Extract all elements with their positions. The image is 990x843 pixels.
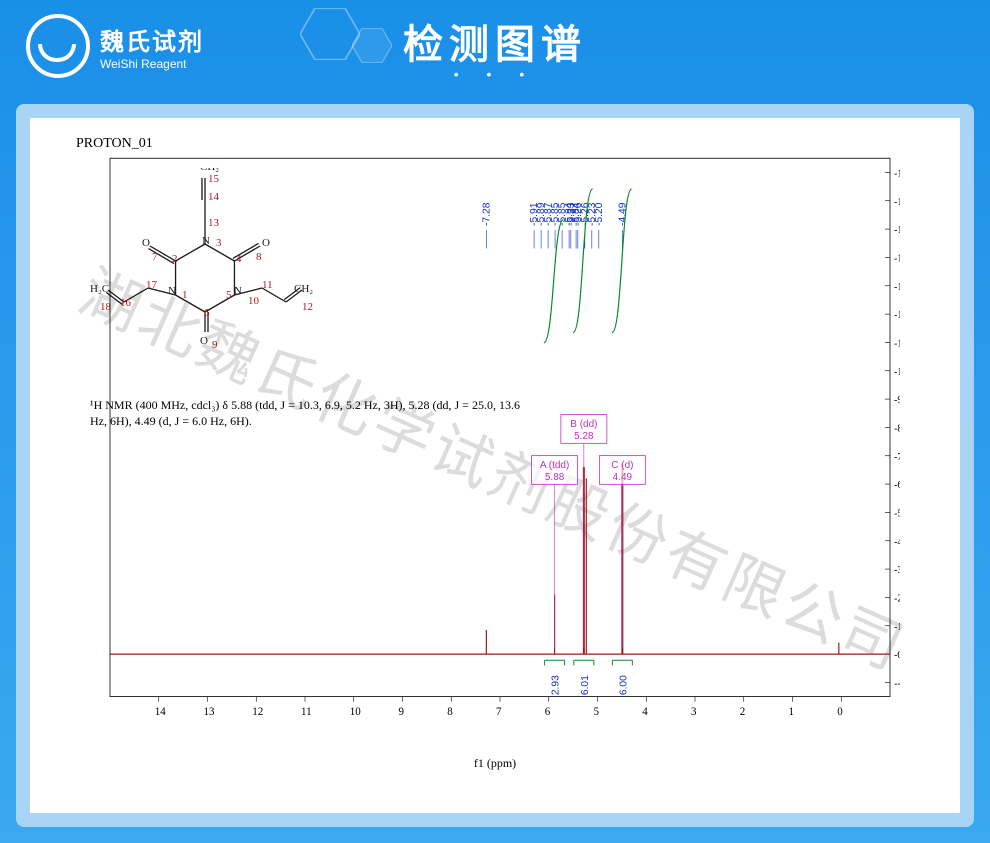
svg-text:11: 11 [301, 706, 312, 718]
svg-text:4.49: 4.49 [613, 472, 633, 483]
svg-text:12: 12 [252, 706, 263, 718]
header: 魏氏试剂 WeiShi Reagent 检测图谱 • • • [0, 0, 990, 90]
svg-text:-1200: -1200 [894, 310, 900, 321]
svg-text:10: 10 [350, 706, 361, 718]
svg-text:-200: -200 [894, 593, 900, 604]
svg-text:A (tdd): A (tdd) [540, 460, 569, 471]
nmr-plot: --100 -0 -100 -200 -300 -400 -500 -600 -700 -800 -… [70, 148, 900, 753]
page: 魏氏试剂 WeiShi Reagent 检测图谱 • • • 湖北魏氏化学试剂股… [0, 0, 990, 843]
svg-text:-5.20: -5.20 [594, 202, 605, 226]
svg-text:-1000: -1000 [894, 367, 900, 378]
svg-text:7: 7 [496, 706, 502, 718]
svg-text:5.28: 5.28 [574, 431, 594, 442]
svg-text:14: 14 [155, 706, 166, 718]
spectrum-frame: 湖北魏氏化学试剂股份有限公司 PROTON_01 15CH₂1413N324O7… [16, 104, 974, 827]
svg-text:4: 4 [642, 706, 648, 718]
svg-text:-300: -300 [894, 565, 900, 576]
svg-text:2: 2 [740, 706, 745, 718]
svg-text:8: 8 [447, 706, 453, 718]
svg-text:--100: --100 [894, 678, 900, 689]
svg-text:-1300: -1300 [894, 282, 900, 293]
svg-text:6: 6 [545, 706, 551, 718]
svg-text:-0: -0 [894, 650, 900, 661]
svg-text:5: 5 [594, 706, 600, 718]
svg-text:B (dd): B (dd) [570, 419, 597, 430]
svg-text:-500: -500 [894, 508, 900, 519]
svg-text:-1700: -1700 [894, 168, 900, 179]
svg-text:-100: -100 [894, 622, 900, 633]
svg-text:-700: -700 [894, 452, 900, 463]
svg-text:-800: -800 [894, 423, 900, 434]
svg-text:-1400: -1400 [894, 253, 900, 264]
svg-text:0: 0 [837, 706, 843, 718]
page-title: 检测图谱 [0, 12, 990, 70]
svg-text:-1500: -1500 [894, 225, 900, 236]
svg-text:-900: -900 [894, 395, 900, 406]
svg-text:13: 13 [204, 706, 215, 718]
svg-text:9: 9 [399, 706, 405, 718]
svg-text:-400: -400 [894, 537, 900, 548]
svg-text:6.01: 6.01 [580, 675, 591, 695]
svg-text:-1600: -1600 [894, 197, 900, 208]
spectrum-paper: 湖北魏氏化学试剂股份有限公司 PROTON_01 15CH₂1413N324O7… [30, 118, 960, 813]
title-dots: • • • [0, 66, 990, 82]
svg-text:6.00: 6.00 [618, 675, 629, 695]
svg-text:C (d): C (d) [611, 460, 633, 471]
x-axis-label: f1 (ppm) [474, 756, 516, 771]
svg-text:-1100: -1100 [894, 338, 900, 349]
svg-text:-7.28: -7.28 [481, 202, 492, 226]
svg-text:2.93: 2.93 [551, 675, 562, 695]
svg-text:3: 3 [691, 706, 697, 718]
svg-text:1: 1 [789, 706, 794, 718]
svg-text:-600: -600 [894, 480, 900, 491]
svg-text:5.88: 5.88 [545, 472, 565, 483]
